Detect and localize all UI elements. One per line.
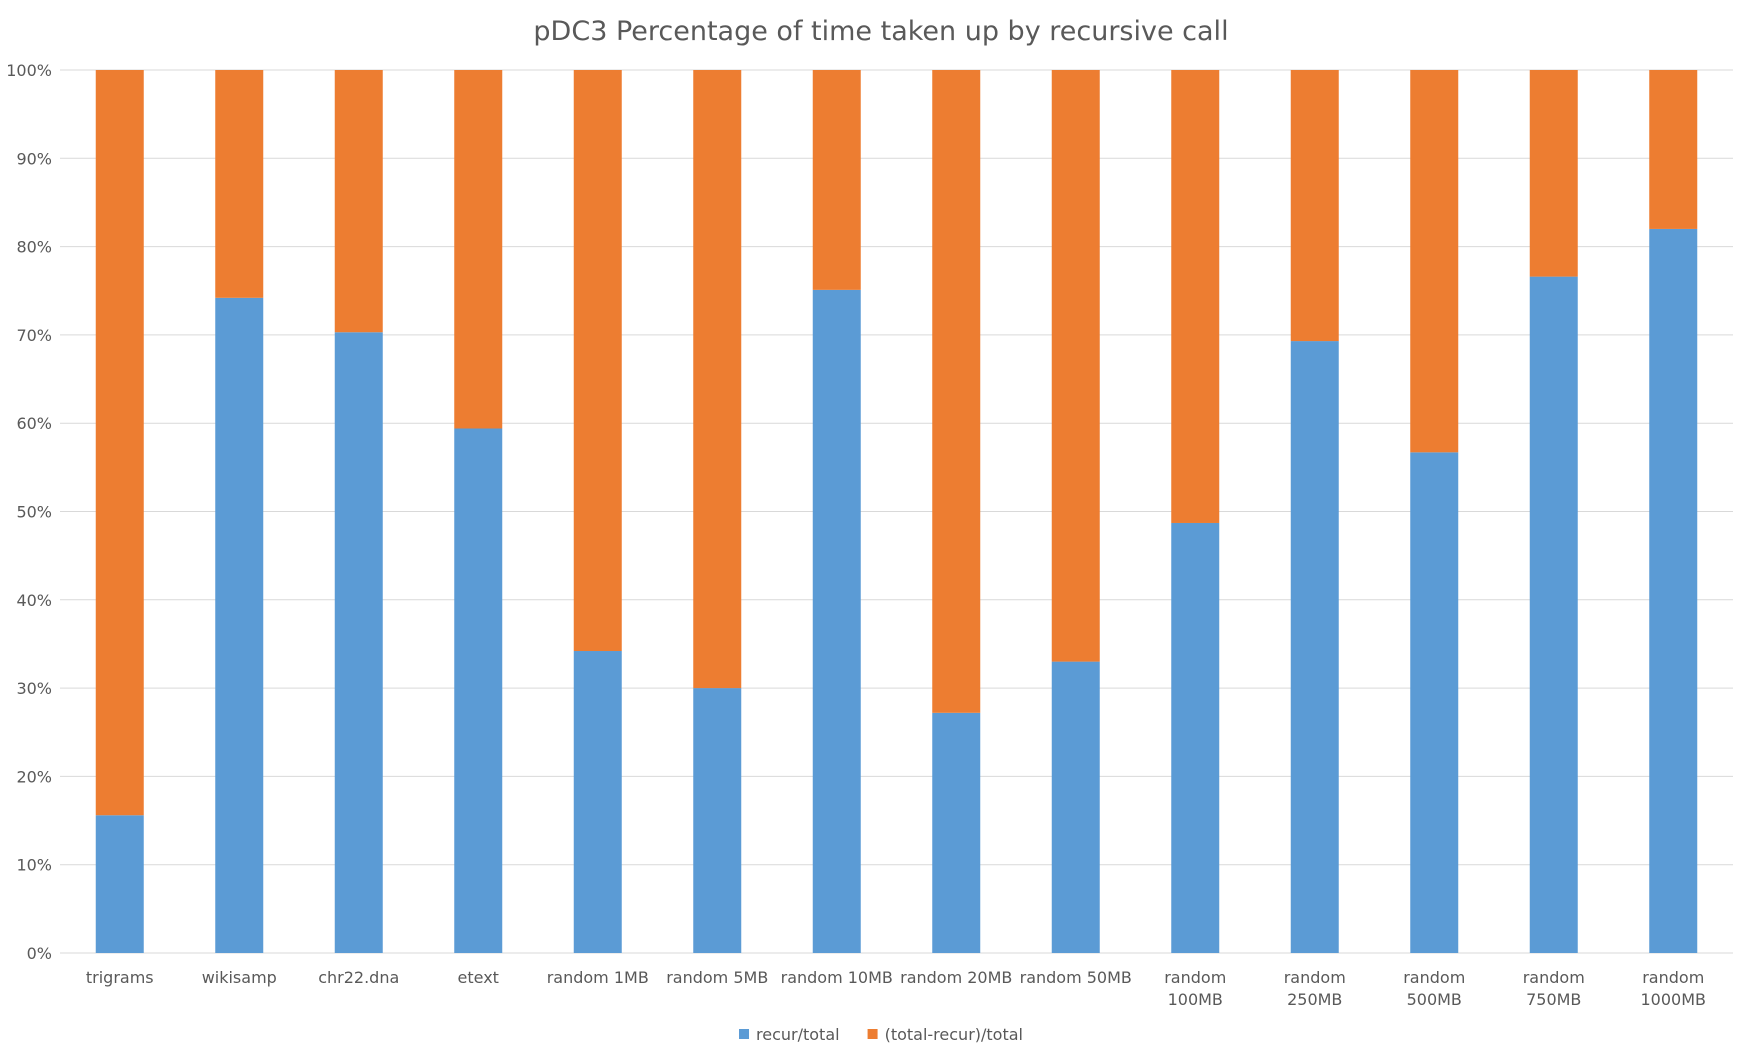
bar-nonrecur — [1290, 70, 1339, 342]
bars — [95, 70, 1698, 954]
y-tick-label: 80% — [16, 238, 52, 257]
bar-recur — [215, 297, 264, 954]
bar-nonrecur — [1171, 70, 1220, 523]
y-axis-ticks: 0% 10% 20% 30% 40% 50% 60% 70% 80% 90% 100% — [6, 61, 52, 963]
y-tick-label: 50% — [16, 503, 52, 522]
x-category-label: random 750MB — [1523, 968, 1585, 1009]
y-tick-label: 90% — [16, 149, 52, 168]
bar-nonrecur — [215, 70, 264, 298]
chart-title: pDC3 Percentage of time taken up by recu… — [533, 16, 1228, 47]
legend-swatch — [739, 1029, 750, 1039]
bar-nonrecur — [1649, 70, 1698, 229]
legend-label: (total-recur)/total — [885, 1025, 1023, 1044]
x-category-label: random 50MB — [1020, 968, 1132, 987]
x-category-label: random 250MB — [1284, 968, 1346, 1009]
y-tick-label: 0% — [27, 944, 52, 963]
bar-recur — [693, 688, 742, 953]
x-category-label: chr22.dna — [318, 968, 399, 987]
bar-recur — [454, 428, 503, 953]
y-tick-label: 40% — [16, 591, 52, 610]
bar-recur — [1290, 341, 1339, 953]
bar-recur — [932, 712, 981, 953]
x-category-label: random 1000MB — [1641, 968, 1707, 1009]
bar-recur — [95, 815, 144, 953]
y-tick-label: 20% — [16, 767, 52, 786]
y-tick-label: 60% — [16, 414, 52, 433]
x-category-label: random 1MB — [547, 968, 649, 987]
bar-recur — [334, 332, 383, 954]
bar-nonrecur — [812, 70, 861, 290]
legend: recur/total (total-recur)/total — [739, 1025, 1023, 1044]
x-category-label: random 5MB — [666, 968, 768, 987]
legend-label: recur/total — [756, 1025, 840, 1044]
bar-recur — [1051, 661, 1100, 953]
y-tick-label: 100% — [6, 61, 52, 80]
bar-recur — [573, 651, 622, 953]
x-category-label: trigrams — [86, 968, 154, 987]
bar-nonrecur — [1529, 70, 1578, 277]
bar-nonrecur — [1051, 70, 1100, 662]
x-category-label: random 20MB — [900, 968, 1012, 987]
bar-recur — [1410, 452, 1459, 953]
y-tick-label: 10% — [16, 856, 52, 875]
bar-nonrecur — [454, 70, 503, 429]
bar-nonrecur — [573, 70, 622, 652]
bar-recur — [812, 289, 861, 953]
y-tick-label: 30% — [16, 679, 52, 698]
x-category-label: wikisamp — [202, 968, 277, 987]
bar-recur — [1529, 276, 1578, 953]
bar-nonrecur — [95, 70, 144, 816]
x-category-label: random 500MB — [1403, 968, 1465, 1009]
bar-recur — [1171, 522, 1220, 953]
x-category-label: random 10MB — [781, 968, 893, 987]
x-category-label: random 100MB — [1164, 968, 1226, 1009]
legend-swatch — [867, 1029, 878, 1039]
bar-nonrecur — [334, 70, 383, 333]
bar-nonrecur — [1410, 70, 1459, 453]
x-category-label: etext — [458, 968, 499, 987]
x-axis-categories: trigrams wikisamp chr22.dna etext random 1MB… — [86, 968, 1706, 1009]
bar-nonrecur — [693, 70, 742, 689]
y-tick-label: 70% — [16, 326, 52, 345]
bar-recur — [1649, 228, 1698, 953]
bar-nonrecur — [932, 70, 981, 713]
